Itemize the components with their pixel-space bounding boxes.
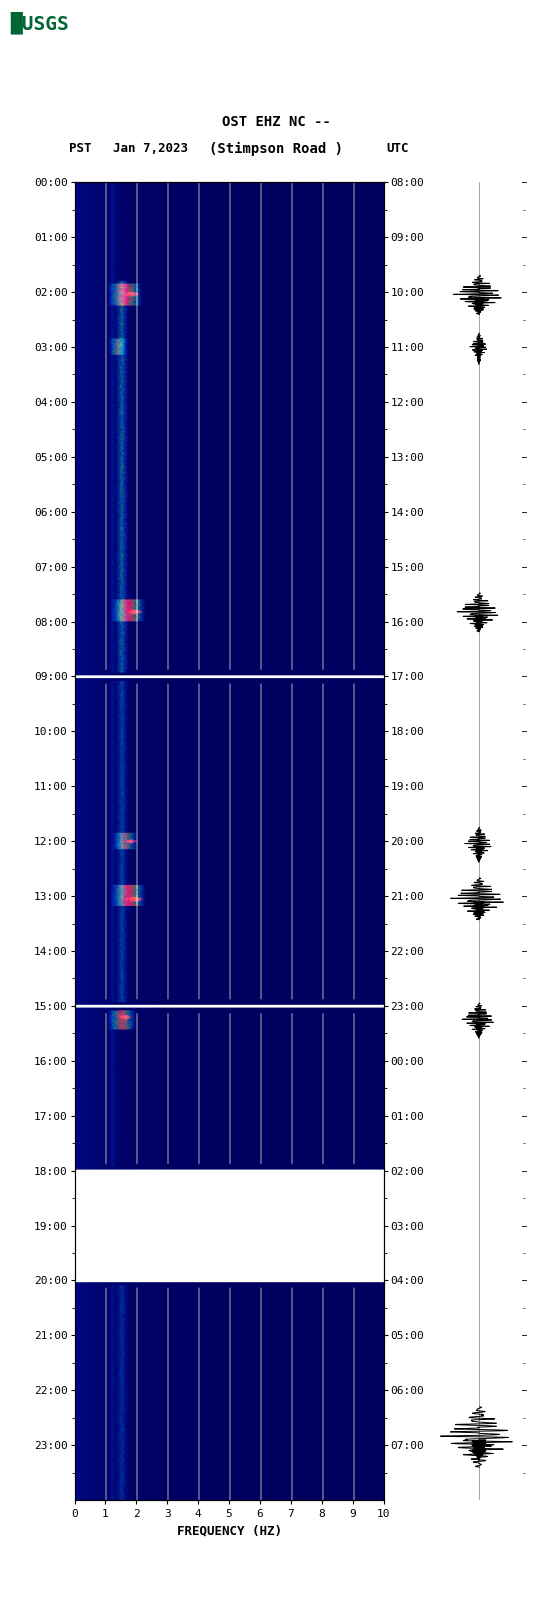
Text: (Stimpson Road ): (Stimpson Road ) bbox=[209, 142, 343, 156]
X-axis label: FREQUENCY (HZ): FREQUENCY (HZ) bbox=[177, 1524, 282, 1537]
Text: UTC: UTC bbox=[386, 142, 409, 155]
Text: OST EHZ NC --: OST EHZ NC -- bbox=[221, 115, 331, 129]
Text: █USGS: █USGS bbox=[10, 11, 68, 34]
Text: Jan 7,2023: Jan 7,2023 bbox=[113, 142, 188, 155]
Text: PST: PST bbox=[69, 142, 92, 155]
